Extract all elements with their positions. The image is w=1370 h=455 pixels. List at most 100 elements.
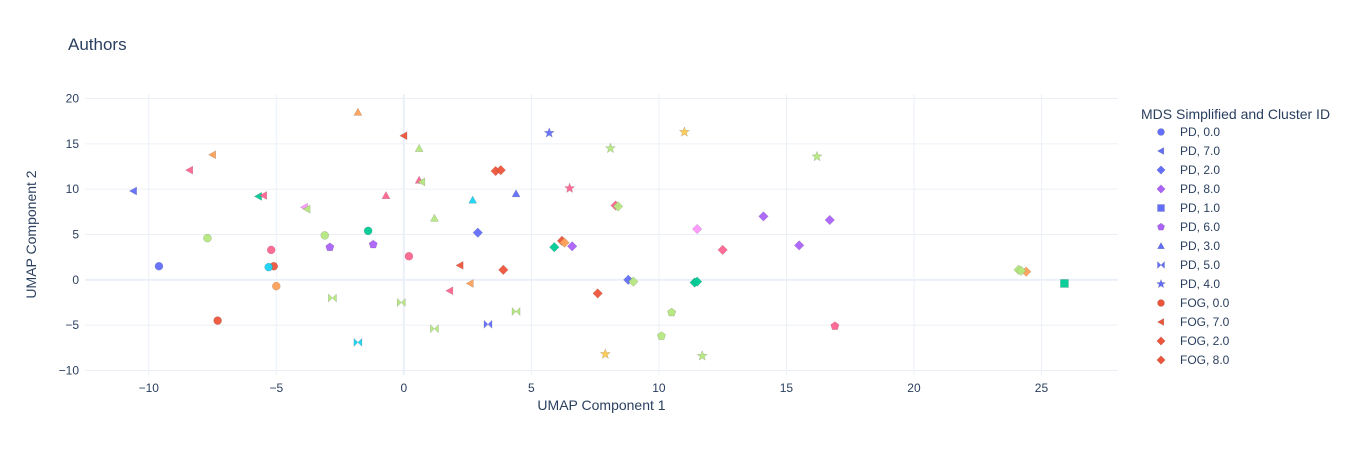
scatter-point[interactable]	[259, 191, 267, 200]
y-tick-label: 0	[72, 273, 79, 287]
scatter-point[interactable]	[567, 241, 578, 252]
scatter-point[interactable]	[717, 244, 728, 256]
legend-item[interactable]: PD, 1.0	[1157, 201, 1221, 215]
legend-item[interactable]: PD, 6.0	[1157, 220, 1220, 234]
scatter-point[interactable]	[691, 276, 703, 287]
scatter-point[interactable]	[495, 164, 506, 176]
scatter-point[interactable]	[511, 306, 521, 317]
legend-marker[interactable]	[1156, 355, 1166, 365]
scatter-point[interactable]	[328, 293, 337, 303]
x-tick-label: −10	[139, 381, 160, 395]
legend-label: PD, 2.0	[1180, 163, 1220, 177]
scatter-point[interactable]	[1015, 265, 1027, 276]
legend-item[interactable]: PD, 3.0	[1157, 239, 1221, 253]
scatter-point[interactable]	[563, 182, 576, 194]
legend-marker[interactable]	[1156, 318, 1165, 326]
scatter-point[interactable]	[824, 214, 835, 226]
x-tick-label: 0	[400, 381, 407, 395]
scatter-point[interactable]	[414, 143, 424, 152]
scatter-point[interactable]	[483, 319, 493, 329]
scatter-point[interactable]	[208, 150, 216, 160]
scatter-point[interactable]	[656, 331, 666, 340]
legend-marker[interactable]	[1156, 165, 1166, 175]
scatter-point[interactable]	[465, 279, 474, 288]
scatter-point[interactable]	[678, 126, 691, 137]
scatter-point[interactable]	[794, 240, 805, 251]
legend-item[interactable]: PD, 4.0	[1155, 277, 1221, 291]
legend-item[interactable]: PD, 0.0	[1157, 125, 1221, 139]
legend-marker[interactable]	[1157, 128, 1165, 136]
scatter-point[interactable]	[381, 191, 391, 199]
x-tick-label: 5	[528, 381, 535, 395]
scatter-point[interactable]	[154, 261, 164, 271]
scatter-point[interactable]	[628, 276, 639, 287]
scatter-point[interactable]	[691, 223, 703, 235]
scatter-point[interactable]	[302, 204, 311, 214]
x-axis-title: UMAP Component 1	[537, 397, 665, 413]
scatter-point[interactable]	[363, 226, 373, 236]
scatter-point[interactable]	[266, 245, 276, 255]
scatter-point[interactable]	[604, 142, 617, 154]
scatter-point[interactable]	[623, 274, 634, 285]
scatter-point[interactable]	[353, 337, 363, 347]
legend-marker[interactable]	[1157, 299, 1165, 307]
scatter-point[interactable]	[430, 213, 439, 222]
scatter-point[interactable]	[1060, 279, 1069, 288]
legend-item[interactable]: PD, 8.0	[1156, 182, 1221, 196]
legend-label: PD, 6.0	[1180, 220, 1220, 234]
scatter-point[interactable]	[549, 242, 560, 253]
scatter-point[interactable]	[399, 131, 408, 141]
scatter-point[interactable]	[468, 195, 478, 204]
scatter-point[interactable]	[325, 242, 335, 251]
scatter-point[interactable]	[498, 264, 509, 276]
scatter-point[interactable]	[455, 260, 464, 270]
legend-marker[interactable]	[1155, 278, 1167, 289]
scatter-point[interactable]	[213, 316, 222, 325]
legend-item[interactable]: FOG, 2.0	[1156, 334, 1230, 348]
legend-item[interactable]: FOG, 0.0	[1157, 296, 1230, 310]
legend-marker[interactable]	[1157, 204, 1165, 212]
scatter-point[interactable]	[264, 262, 273, 272]
legend-marker[interactable]	[1156, 336, 1166, 346]
scatter-point[interactable]	[472, 227, 483, 238]
scatter-point[interactable]	[128, 186, 137, 196]
legend-label: PD, 4.0	[1180, 277, 1220, 291]
y-tick-label: 15	[66, 137, 80, 151]
legend-item[interactable]: PD, 2.0	[1156, 163, 1221, 177]
scatter-point[interactable]	[397, 297, 406, 308]
y-axis-ticks: −10 −5 0 5 10 15 20	[59, 92, 80, 378]
scatter-point[interactable]	[320, 231, 330, 240]
scatter-point[interactable]	[543, 127, 555, 138]
scatter-point[interactable]	[559, 237, 570, 248]
scatter-point[interactable]	[758, 211, 769, 222]
scatter-point[interactable]	[272, 281, 281, 291]
scatter-point[interactable]	[612, 201, 624, 212]
legend-item[interactable]: FOG, 8.0	[1156, 353, 1230, 367]
scatter-point[interactable]	[417, 177, 426, 187]
legend-marker[interactable]	[1157, 260, 1165, 270]
scatter-point[interactable]	[592, 288, 603, 299]
legend-item[interactable]: FOG, 7.0	[1156, 315, 1230, 329]
scatter-point[interactable]	[599, 348, 611, 359]
legend-marker[interactable]	[1156, 184, 1166, 194]
scatter-point[interactable]	[353, 107, 363, 116]
scatter-point[interactable]	[430, 324, 439, 334]
legend-item[interactable]: PD, 7.0	[1156, 144, 1221, 158]
grid-lines	[85, 94, 1118, 375]
y-tick-label: 20	[66, 92, 80, 106]
legend-marker[interactable]	[1157, 222, 1165, 231]
legend-item[interactable]: PD, 5.0	[1157, 258, 1221, 272]
scatter-point[interactable]	[203, 233, 212, 243]
scatter-point[interactable]	[445, 286, 454, 296]
scatter-point[interactable]	[368, 239, 378, 249]
legend-marker[interactable]	[1156, 147, 1165, 155]
scatter-point[interactable]	[667, 307, 677, 317]
scatter-point[interactable]	[811, 150, 823, 162]
scatter-point[interactable]	[511, 189, 521, 198]
x-tick-label: 20	[907, 381, 921, 395]
scatter-point[interactable]	[404, 252, 414, 261]
legend-marker[interactable]	[1157, 241, 1165, 250]
scatter-point[interactable]	[185, 165, 194, 175]
scatter-point[interactable]	[696, 350, 708, 361]
scatter-point[interactable]	[830, 321, 840, 330]
